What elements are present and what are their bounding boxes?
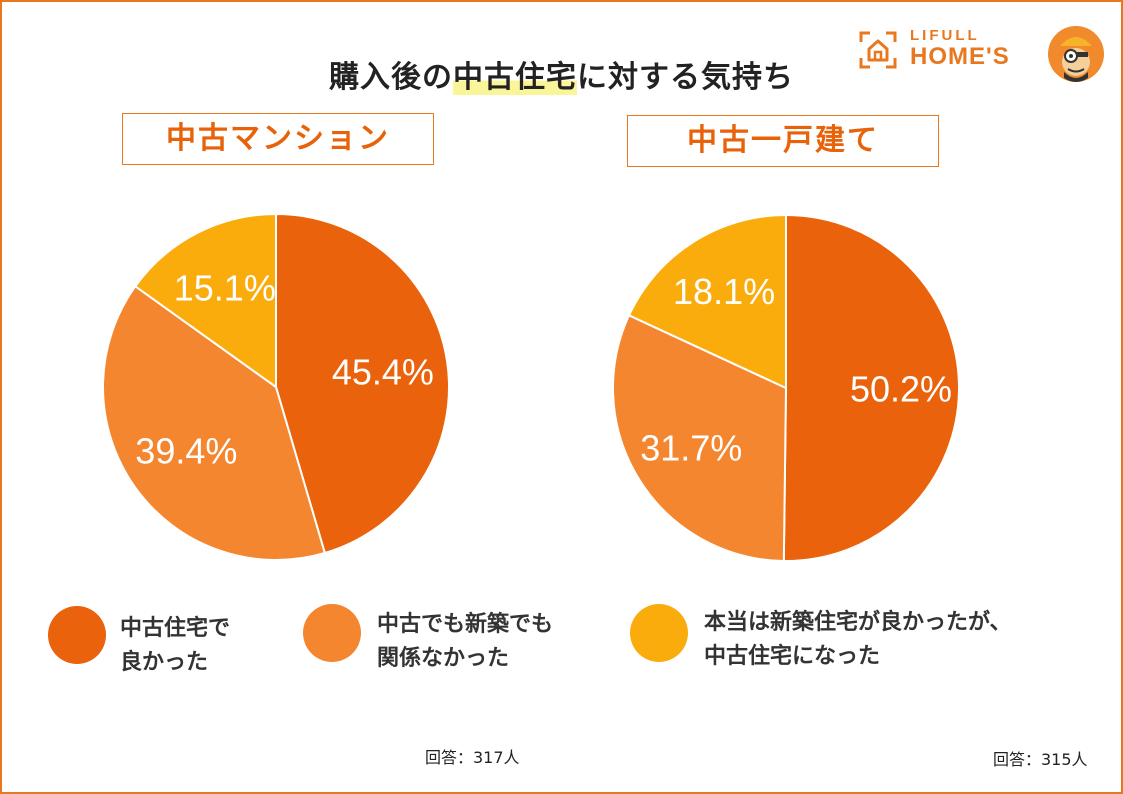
chart1-title: 中古マンション bbox=[122, 113, 434, 165]
brand-line2: HOME'S bbox=[910, 43, 1010, 70]
brand-wordmark: LIFULL HOME'S bbox=[910, 28, 1010, 69]
chart2-label-3: 18.1% bbox=[673, 271, 775, 312]
brand-line1: LIFULL bbox=[910, 27, 980, 44]
legend-label-1: 中古住宅で 良かった bbox=[120, 616, 231, 675]
legend-swatch-2 bbox=[303, 604, 361, 662]
chart2-slice-2 bbox=[612, 313, 788, 562]
page-title: 購入後の中古住宅に対する気持ち bbox=[0, 52, 1123, 96]
chart1-slice-3 bbox=[133, 212, 277, 389]
chart1-slice-2 bbox=[102, 284, 327, 561]
mascot-icon bbox=[1048, 26, 1104, 82]
chart2-slice-1 bbox=[782, 213, 961, 562]
title-after: に対する気持ち bbox=[577, 60, 794, 95]
legend-label-2: 中古でも新築でも 関係なかった bbox=[377, 612, 554, 671]
chart1-label-2: 39.4% bbox=[135, 431, 237, 472]
brand-logo: LIFULL HOME'S bbox=[858, 24, 1108, 84]
chart1-label-1: 45.4% bbox=[332, 352, 434, 393]
title-before: 購入後の bbox=[329, 60, 453, 95]
legend-swatch-1 bbox=[48, 606, 106, 664]
house-icon bbox=[859, 31, 897, 69]
chart2-title: 中古一戸建て bbox=[627, 115, 939, 167]
chart1-slice-1 bbox=[275, 212, 450, 555]
legend-swatch-3 bbox=[630, 604, 688, 662]
chart2-label-2: 31.7% bbox=[640, 428, 742, 469]
chart2-respondents: 回答：315人 bbox=[993, 750, 1088, 769]
chart2-label-1: 50.2% bbox=[850, 369, 952, 410]
legend-label-3: 本当は新築住宅が良かったが、 中古住宅になった bbox=[704, 610, 1012, 669]
title-highlight: 中古住宅 bbox=[453, 60, 577, 95]
chart1-label-3: 15.1% bbox=[174, 267, 276, 308]
chart1-respondents: 回答：317人 bbox=[425, 748, 520, 767]
chart2-slice-3 bbox=[627, 213, 787, 390]
